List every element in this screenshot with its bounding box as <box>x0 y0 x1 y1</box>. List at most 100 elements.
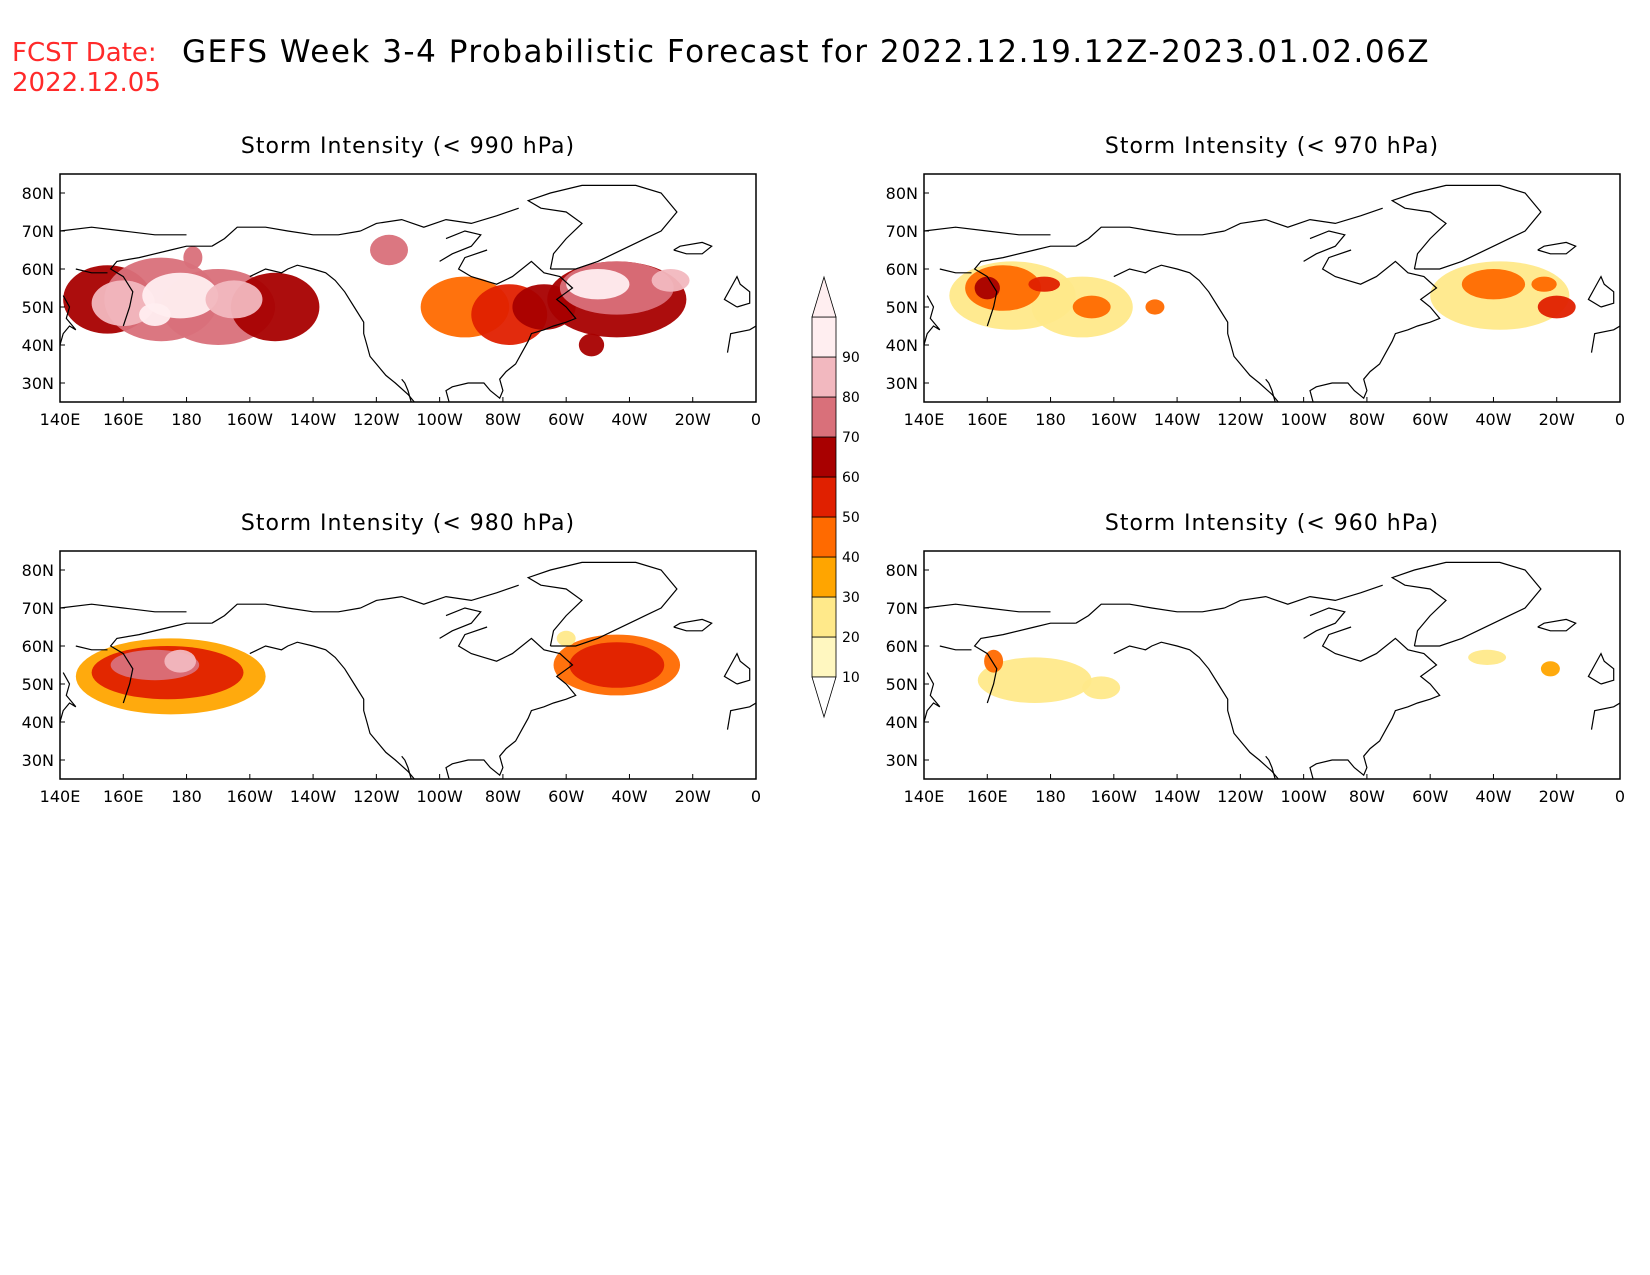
lat-tick-label: 40N <box>886 336 918 355</box>
coastline <box>75 645 108 651</box>
coastline <box>939 268 972 274</box>
coastline <box>924 672 941 723</box>
coastline <box>1590 702 1620 730</box>
coastline <box>723 275 751 308</box>
coastline <box>439 607 482 639</box>
lat-tick-label: 70N <box>886 222 918 241</box>
lon-tick-label: 180 <box>171 787 202 806</box>
lon-tick-label: 140E <box>904 410 945 429</box>
coastline <box>1265 755 1276 779</box>
colorbar-swatch <box>811 476 837 518</box>
probability-blob <box>139 303 171 326</box>
coastline <box>1075 226 1225 247</box>
lon-tick-label: 80W <box>1349 410 1385 429</box>
lat-tick-label: 60N <box>886 637 918 656</box>
probability-blob <box>1537 295 1576 319</box>
lon-tick-label: 140W <box>290 410 337 429</box>
lat-tick-label: 30N <box>22 374 54 393</box>
colorbar: 10 20 30 40 50 60 70 80 90 <box>811 275 860 719</box>
lon-tick-label: 120W <box>353 787 400 806</box>
probability-blob <box>1028 276 1061 292</box>
coastline <box>1587 652 1615 685</box>
coastline <box>723 652 751 685</box>
coastline <box>924 603 1051 613</box>
coastline <box>1303 607 1346 639</box>
coastline <box>726 702 756 730</box>
coastline <box>1265 378 1276 402</box>
coastline <box>1075 603 1225 624</box>
coastline <box>1390 561 1542 647</box>
lon-tick-label: 0 <box>1615 410 1625 429</box>
lon-tick-label: 40W <box>611 787 647 806</box>
lon-tick-label: 20W <box>1539 410 1575 429</box>
coastline <box>60 295 77 346</box>
probability-blob <box>370 234 408 266</box>
probability-blob <box>1082 676 1121 700</box>
coastline <box>526 561 678 647</box>
panel-title: Storm Intensity (< 970 hPa) <box>1105 134 1439 159</box>
coastline <box>973 245 1076 327</box>
coastline <box>924 226 1051 236</box>
lat-tick-label: 50N <box>886 675 918 694</box>
coastline <box>939 645 972 651</box>
coastline <box>249 264 415 402</box>
colorbar-level-label: 50 <box>842 510 860 526</box>
map-frame <box>59 173 757 403</box>
lat-tick-label: 70N <box>22 222 54 241</box>
lon-tick-label: 0 <box>751 787 761 806</box>
lat-tick-label: 40N <box>22 336 54 355</box>
lon-tick-label: 180 <box>1035 787 1066 806</box>
lon-tick-label: 120W <box>1217 787 1264 806</box>
lon-tick-label: 160E <box>967 787 1008 806</box>
probability-blob <box>164 649 197 673</box>
lon-tick-label: 80W <box>485 787 521 806</box>
coastline <box>1537 241 1577 255</box>
fcst-date-label: FCST Date: <box>12 38 157 68</box>
colorbar-level-label: 80 <box>842 390 860 406</box>
lat-tick-label: 50N <box>22 298 54 317</box>
coastline <box>211 226 361 247</box>
coastline <box>1224 207 1383 232</box>
colorbar-level-label: 30 <box>842 590 860 606</box>
lon-tick-label: 160W <box>227 410 274 429</box>
colorbar-bottom-arrow <box>811 676 837 719</box>
lat-tick-label: 80N <box>886 184 918 203</box>
map-frame <box>923 550 1621 780</box>
colorbar-level-label: 90 <box>842 350 860 366</box>
probability-field <box>977 649 1560 703</box>
coastline <box>673 241 713 255</box>
fcst-date-value: 2022.12.05 <box>12 68 161 98</box>
coastline <box>1113 264 1279 402</box>
lon-tick-label: 160W <box>227 787 274 806</box>
lat-tick-label: 80N <box>22 561 54 580</box>
probability-blob <box>977 657 1092 703</box>
coastline <box>211 603 361 624</box>
coastlines <box>924 184 1620 402</box>
coastline <box>1590 325 1620 353</box>
colorbar-swatch <box>811 556 837 598</box>
probability-blob <box>651 269 690 292</box>
lat-tick-label: 70N <box>22 599 54 618</box>
coastline <box>401 378 412 402</box>
lon-tick-label: 60W <box>1412 410 1448 429</box>
lon-tick-label: 140E <box>40 410 81 429</box>
lat-tick-label: 30N <box>886 751 918 770</box>
coastline <box>673 618 713 632</box>
probability-blob <box>1145 299 1165 315</box>
probability-blob <box>1531 276 1557 292</box>
colorbar-level-label: 10 <box>842 670 860 686</box>
lat-tick-label: 40N <box>886 713 918 732</box>
lon-tick-label: 60W <box>548 410 584 429</box>
coastline <box>360 584 519 609</box>
lon-tick-label: 60W <box>548 787 584 806</box>
probability-blob <box>556 630 576 647</box>
coastline <box>60 226 187 236</box>
coastline <box>360 207 519 232</box>
colorbar-swatch <box>811 396 837 438</box>
lon-tick-label: 160E <box>103 787 144 806</box>
map-panel-3: Storm Intensity (< 980 hPa) 140E 160E 180 16… <box>22 511 761 806</box>
coastline <box>445 249 577 402</box>
lon-tick-label: 100W <box>416 410 463 429</box>
coastline <box>1309 626 1441 779</box>
